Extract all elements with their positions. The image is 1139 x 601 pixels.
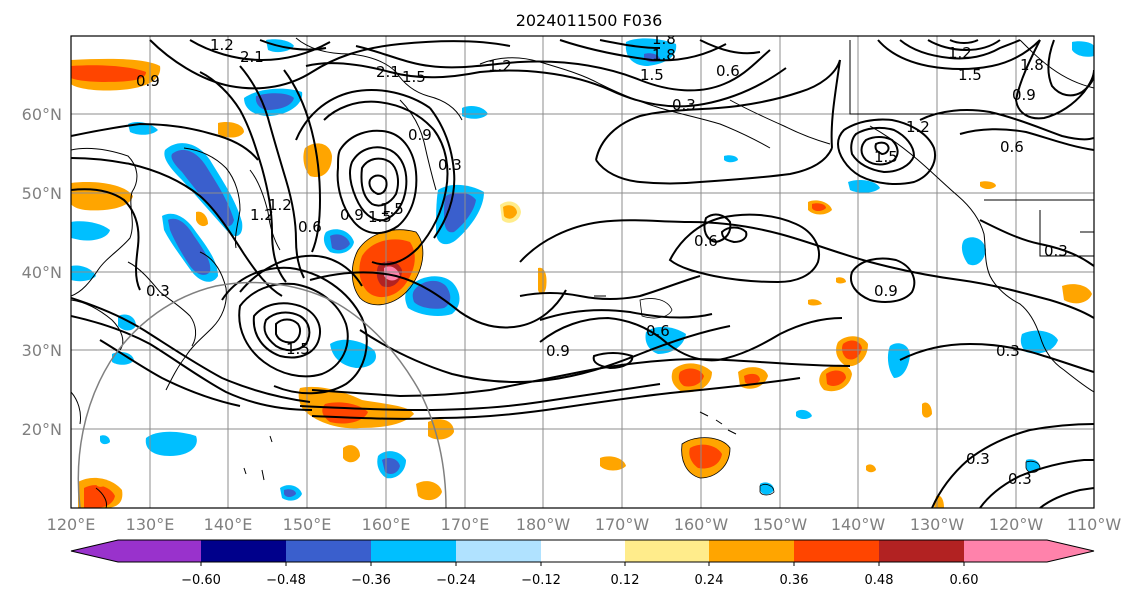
latitude-tick-label: 30°N [22, 341, 62, 360]
colorbar-segment [286, 540, 371, 562]
contour-label: 0.3 [438, 156, 462, 174]
longitude-tick-label: 120°W [989, 515, 1044, 534]
longitude-tick-label: 130°E [126, 515, 175, 534]
colorbar: −0.60 −0.48 −0.36 −0.24 −0.12 0.12 0.24 … [70, 539, 1095, 588]
colorbar-outline [70, 539, 1095, 563]
contour-label: 0.3 [1044, 242, 1068, 260]
longitude-tick-label: 150°E [283, 515, 332, 534]
contour-label: 1.2 [250, 206, 274, 224]
latitude-tick-label: 50°N [22, 184, 62, 203]
colorbar-segment [625, 540, 709, 562]
contour-label: 0.6 [694, 232, 718, 250]
longitude-tick-label: 150°W [753, 515, 808, 534]
longitude-tick-label: 140°W [831, 515, 886, 534]
contour-label: 0.3 [1008, 470, 1032, 488]
contour-label: 0.9 [1012, 86, 1036, 104]
contour-label: 1.5 [640, 66, 664, 84]
contour-label: 0.6 [298, 218, 322, 236]
contour-label: 0.9 [874, 282, 898, 300]
contour-label: 1.5 [380, 200, 404, 218]
contour-label-group: 1.2 2.1 1.5 1.8 0.3 0.6 0.9 1.2 1.5 0.9 … [136, 30, 1068, 488]
map-panel: 1.2 2.1 1.5 1.8 0.3 0.6 0.9 1.2 1.5 0.9 … [71, 30, 1094, 508]
contour-label: 1.5 [368, 208, 392, 226]
colorbar-tick-label: −0.12 [521, 573, 561, 588]
thin-outline-contours [351, 229, 1041, 496]
latitude-tick-label: 60°N [22, 105, 62, 124]
colorbar-segment [371, 540, 456, 562]
contour-label: 0.3 [996, 342, 1020, 360]
contour-label: 0.9 [136, 72, 160, 90]
contour-label: 1.2 [948, 44, 972, 62]
colorbar-tick-label: −0.36 [351, 573, 391, 588]
longitude-tick-label: 110°W [1067, 515, 1122, 534]
contour-label: 1.5 [958, 66, 982, 84]
contour-label: 1.5 [286, 340, 310, 358]
longitude-labels: 120°E 130°E 140°E 150°E 160°E 170°E 180°… [47, 515, 1122, 534]
colorbar-segment [541, 540, 625, 562]
contour-label: 0.6 [1000, 138, 1024, 156]
colorbar-tick-label: −0.60 [181, 573, 221, 588]
colorbar-tick-label: 0.60 [950, 573, 979, 588]
latitude-tick-label: 40°N [22, 263, 62, 282]
contour-lines [71, 39, 1094, 508]
contour-label: 2.1 [376, 63, 400, 81]
map-frame [70, 35, 1095, 509]
colorbar-segment [794, 540, 879, 562]
contour-label: 1.2 [210, 36, 234, 54]
colorbar-tick-label: 0.48 [865, 573, 894, 588]
colorbar-tick-label: −0.24 [436, 573, 476, 588]
longitude-tick-label: 170°W [595, 515, 650, 534]
colorbar-tick-label: 0.12 [611, 573, 640, 588]
longitude-tick-label: 130°W [910, 515, 965, 534]
latitude-tick-label: 20°N [22, 420, 62, 439]
colorbar-segment [71, 540, 201, 562]
contour-label: 0.3 [966, 450, 990, 468]
longitude-tick-label: 170°E [441, 515, 490, 534]
contour-label: 0.9 [546, 342, 570, 360]
contour-label: 0.6 [646, 322, 670, 340]
contour-label: 1.2 [906, 118, 930, 136]
longitude-tick-label: 180°W [516, 515, 571, 534]
longitude-tick-label: 120°E [47, 515, 96, 534]
contour-label: 1.8 [1020, 56, 1044, 74]
shaded-anomaly-fields [71, 38, 1094, 508]
colorbar-segment [964, 540, 1094, 562]
contour-label: 2.1 [240, 48, 264, 66]
range-ring [77, 281, 447, 508]
contour-label: 0.3 [146, 282, 170, 300]
contour-label: 0.3 [672, 96, 696, 114]
contour-label: 0.9 [340, 206, 364, 224]
colorbar-segment [879, 540, 964, 562]
longitude-tick-label: 140°E [204, 515, 253, 534]
colorbar-segment [709, 540, 794, 562]
latitude-labels: 60°N 50°N 40°N 30°N 20°N [22, 105, 62, 439]
longitude-tick-label: 160°E [362, 515, 411, 534]
colorbar-tick-label: 0.24 [695, 573, 724, 588]
colorbar-tick-label: 0.36 [780, 573, 809, 588]
map-title: 2024011500 F036 [516, 11, 663, 30]
colorbar-segment [456, 540, 541, 562]
contour-label: 1.2 [268, 196, 292, 214]
contour-label: 1.5 [874, 148, 898, 166]
contour-label: 0.9 [408, 126, 432, 144]
contour-label: 0.6 [716, 62, 740, 80]
contour-label: 1.2 [488, 57, 512, 75]
colorbar-segment [201, 540, 286, 562]
contour-label: 1.5 [402, 68, 426, 86]
contour-label: 1.8 [652, 46, 676, 64]
longitude-tick-label: 160°W [674, 515, 729, 534]
contour-label: 1.8 [652, 30, 676, 48]
colorbar-tick-label: −0.48 [266, 573, 306, 588]
